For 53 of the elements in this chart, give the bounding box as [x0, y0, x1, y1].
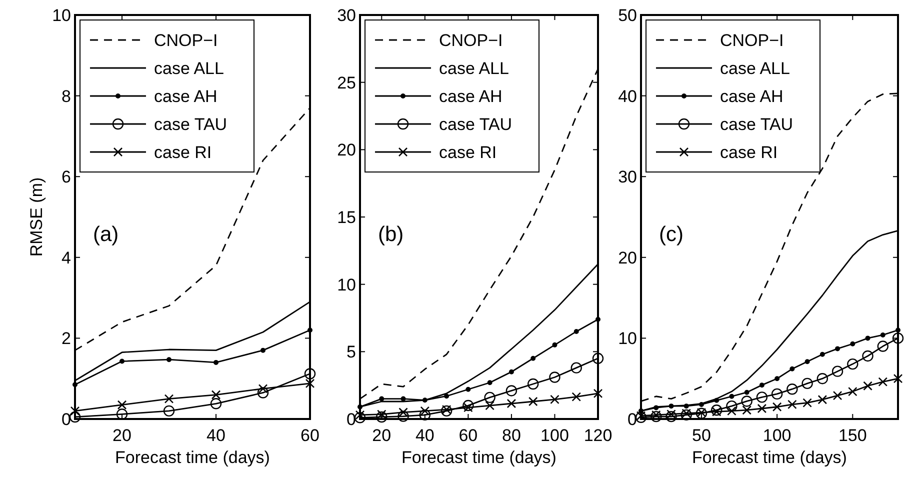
x-tick-label: 20	[372, 426, 392, 445]
y-tick-label: 5	[346, 342, 356, 362]
legend-label: case TAU	[439, 115, 512, 134]
y-tick-label: 30	[337, 6, 356, 25]
legend-label: case RI	[720, 143, 778, 162]
x-tick-label: 40	[415, 426, 434, 445]
x-tick-label: 80	[502, 426, 521, 445]
y-tick-label: 30	[618, 168, 637, 187]
y-tick-label: 20	[337, 140, 356, 160]
y-tick-label: 0	[62, 410, 71, 429]
y-tick-label: 20	[618, 248, 637, 268]
x-axis-title: Forecast time (days)	[115, 448, 270, 467]
annotation: (c)	[659, 223, 684, 246]
y-tick-label: 10	[618, 329, 637, 348]
x-tick-label: 150	[838, 426, 867, 445]
legend-label: case RI	[439, 143, 497, 162]
legend-label: case ALL	[154, 59, 224, 78]
legend-label: CNOP−I	[154, 31, 218, 50]
x-tick-label: 60	[300, 426, 320, 445]
annotation: (b)	[378, 223, 404, 246]
y-tick-label: 10	[52, 6, 71, 25]
legend-label: case ALL	[720, 59, 790, 78]
annotation: (a)	[93, 223, 119, 246]
x-tick-label: 120	[584, 426, 612, 445]
legend-label: case RI	[154, 143, 212, 162]
x-tick-label: 40	[206, 426, 226, 445]
legend-label: case AH	[154, 87, 218, 106]
y-axis-title: RMSE (m)	[27, 177, 46, 257]
y-tick-label: 25	[337, 73, 356, 92]
y-tick-label: 8	[62, 86, 71, 106]
x-tick-label: 50	[692, 426, 711, 445]
y-tick-label: 4	[62, 248, 71, 268]
legend-label: case ALL	[439, 59, 509, 78]
y-tick-label: 15	[337, 208, 356, 227]
y-tick-label: 50	[618, 6, 637, 25]
x-tick-label: 20	[112, 426, 132, 445]
y-tick-label: 10	[337, 275, 356, 294]
legend-label: case TAU	[720, 115, 794, 134]
y-tick-label: 2	[62, 329, 71, 348]
x-tick-label: 100	[762, 426, 792, 445]
x-axis-title: Forecast time (days)	[402, 448, 556, 467]
y-tick-label: 0	[346, 410, 356, 429]
legend-label: CNOP−I	[720, 31, 784, 50]
legend-label: CNOP−I	[439, 31, 503, 50]
y-tick-label: 6	[62, 168, 71, 187]
y-tick-label: 0	[628, 410, 637, 429]
x-tick-label: 60	[458, 426, 478, 445]
legend-label: case AH	[439, 87, 502, 106]
x-axis-title: Forecast time (days)	[692, 448, 847, 467]
legend-label: case AH	[720, 87, 784, 106]
y-tick-label: 40	[618, 86, 637, 106]
legend-label: case TAU	[154, 115, 228, 134]
x-tick-label: 100	[540, 426, 569, 445]
